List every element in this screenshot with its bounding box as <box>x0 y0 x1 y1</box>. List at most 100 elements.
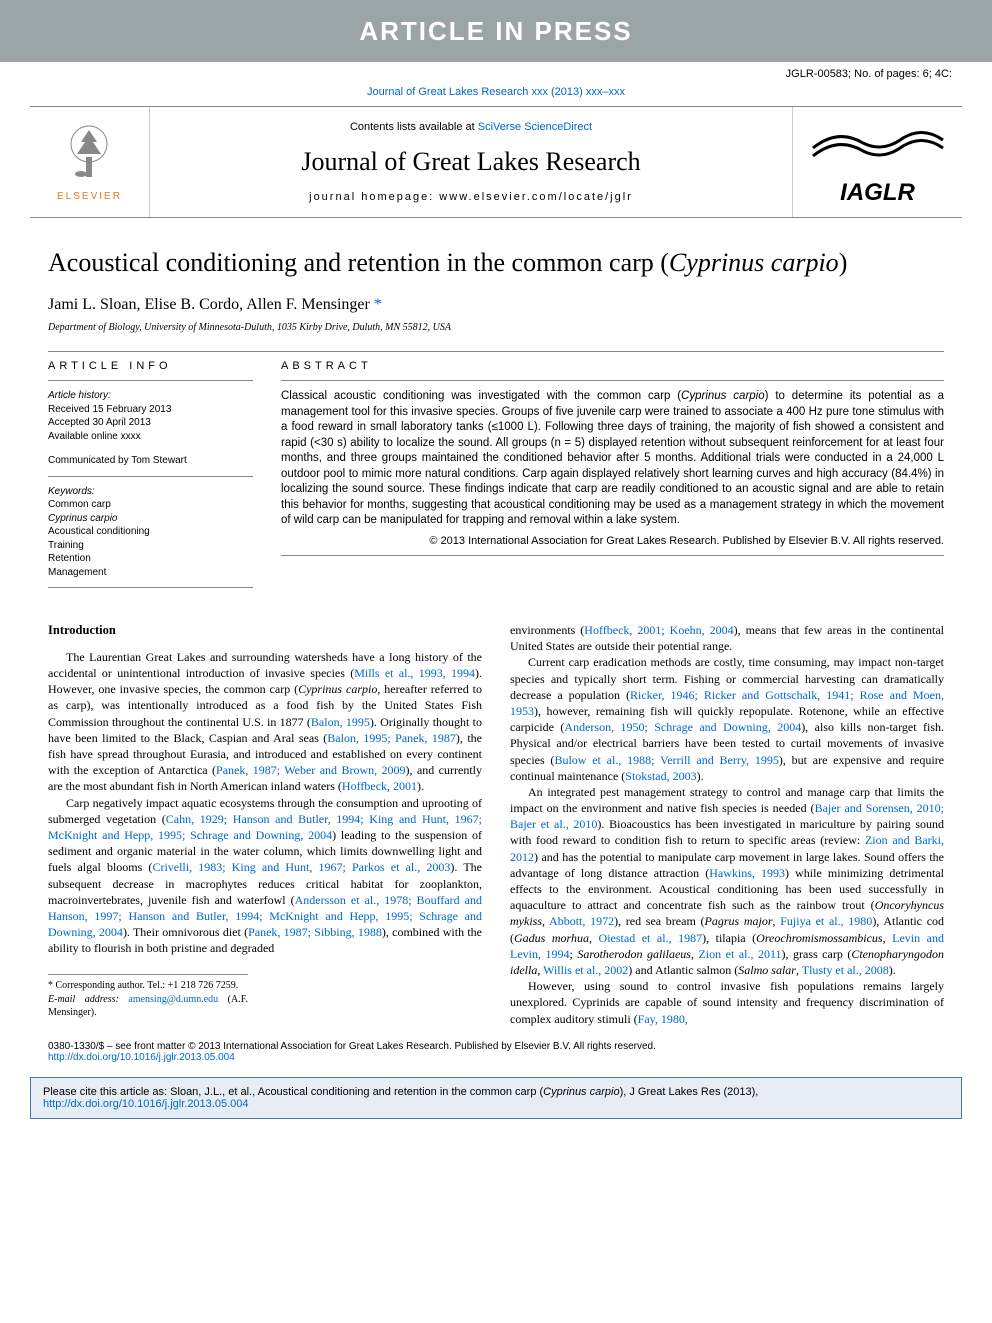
title-pre: Acoustical conditioning and retention in… <box>48 248 669 277</box>
species: Gadus morhua <box>514 931 589 945</box>
t: , <box>883 931 893 945</box>
t: ). <box>697 769 704 783</box>
citation[interactable]: Mills et al., 1993, 1994 <box>354 666 475 680</box>
article-info-head: ARTICLE INFO <box>48 360 253 372</box>
citation[interactable]: Panek, 1987; Weber and Brown, 2009 <box>216 763 406 777</box>
t: ). <box>889 963 896 977</box>
received-date: Received 15 February 2013 <box>48 403 253 417</box>
iaglr-logo-box: IAGLR <box>792 107 962 217</box>
doi-link[interactable]: http://dx.doi.org/10.1016/j.jglr.2013.05… <box>48 1052 944 1063</box>
citation[interactable]: Abbott, 1972 <box>549 914 614 928</box>
keyword: Common carp <box>48 498 253 512</box>
citation[interactable]: Balon, 1995; Panek, 1987 <box>327 731 456 745</box>
citation[interactable]: Willis et al., 2002 <box>543 963 628 977</box>
para-5: An integrated pest management strategy t… <box>510 784 944 978</box>
article-title: Acoustical conditioning and retention in… <box>48 248 944 278</box>
iaglr-wordmark: IAGLR <box>808 179 948 207</box>
body-col-right: environments (Hoffbeck, 2001; Koehn, 200… <box>510 622 944 1027</box>
citation[interactable]: Hoffbeck, 2001 <box>342 779 417 793</box>
iaglr-wave-icon <box>808 118 948 174</box>
citation[interactable]: Fujiya et al., 1980 <box>780 914 872 928</box>
t: ), red sea bream ( <box>614 914 704 928</box>
species: Salmo salar <box>738 963 796 977</box>
body-col-left: Introduction The Laurentian Great Lakes … <box>48 622 482 1027</box>
corr-email[interactable]: amensing@d.umn.edu <box>128 994 218 1005</box>
para-2: Carp negatively impact aquatic ecosystem… <box>48 795 482 957</box>
keyword: Acoustical conditioning <box>48 525 253 539</box>
journal-title: Journal of Great Lakes Research <box>160 147 782 177</box>
abstract-text: Classical acoustic conditioning was inve… <box>281 389 944 529</box>
citation[interactable]: Stokstad, 2003 <box>625 769 696 783</box>
species: Cyprinus carpio <box>298 682 377 696</box>
citation[interactable]: Fay, 1980, <box>638 1012 688 1026</box>
divider <box>48 587 253 588</box>
species: Sarotherodon galilaeus <box>577 947 691 961</box>
history-label: Article history: <box>48 389 253 403</box>
issn-line: 0380-1330/$ – see front matter © 2013 In… <box>48 1041 944 1052</box>
abs-a: Classical acoustic conditioning was inve… <box>281 390 681 402</box>
citation[interactable]: Hoffbeck, 2001; Koehn, 2004 <box>584 623 733 637</box>
citebox-b: ), J Great Lakes Res (2013), <box>620 1086 759 1098</box>
accepted-date: Accepted 30 April 2013 <box>48 416 253 430</box>
divider <box>48 380 253 381</box>
keywords-block: Keywords: Common carp Cyprinus carpio Ac… <box>48 485 253 580</box>
sciencedirect-link[interactable]: SciVerse ScienceDirect <box>478 121 592 133</box>
email-label: E-mail address: <box>48 994 128 1005</box>
citation[interactable]: Oiestad et al., 1987 <box>599 931 703 945</box>
citation[interactable]: Anderson, 1950; Schrage and Downing, 200… <box>564 720 801 734</box>
abs-b: ) to determine its potential as a manage… <box>281 390 944 526</box>
citation[interactable]: Crivelli, 1983; King and Hunt, 1967; Par… <box>152 860 450 874</box>
t: ). <box>417 779 424 793</box>
corr-tel: * Corresponding author. Tel.: +1 218 726… <box>48 979 248 993</box>
t: , <box>542 914 549 928</box>
corr-email-line: E-mail address: amensing@d.umn.edu (A.F.… <box>48 993 248 1020</box>
citebox-doi[interactable]: http://dx.doi.org/10.1016/j.jglr.2013.05… <box>43 1098 949 1110</box>
species: Pagrus major <box>704 914 772 928</box>
affiliation: Department of Biology, University of Min… <box>48 322 944 333</box>
journal-homepage: journal homepage: www.elsevier.com/locat… <box>160 191 782 203</box>
authors: Jami L. Sloan, Elise B. Cordo, Allen F. … <box>48 296 370 313</box>
divider <box>281 555 944 556</box>
corresponding-author-footer: * Corresponding author. Tel.: +1 218 726… <box>48 974 248 1020</box>
title-post: ) <box>839 248 848 277</box>
divider <box>281 380 944 381</box>
keyword: Retention <box>48 552 253 566</box>
t: ), grass carp ( <box>782 947 852 961</box>
citebox-a: Please cite this article as: Sloan, J.L.… <box>43 1086 543 1098</box>
citation[interactable]: Panek, 1987; Sibbing, 1988 <box>248 925 382 939</box>
t: ). Their omnivorous diet ( <box>123 925 248 939</box>
para-1: The Laurentian Great Lakes and surroundi… <box>48 649 482 795</box>
title-species: Cyprinus carpio <box>669 248 839 277</box>
para-4: Current carp eradication methods are cos… <box>510 654 944 784</box>
keyword: Management <box>48 566 253 580</box>
citation[interactable]: Bulow et al., 1988; Verrill and Berry, 1… <box>554 753 778 767</box>
document-id: JGLR-00583; No. of pages: 6; 4C: <box>0 62 992 82</box>
divider <box>48 351 944 352</box>
article-info-column: ARTICLE INFO Article history: Received 1… <box>48 360 253 596</box>
keyword: Training <box>48 539 253 553</box>
body-columns: Introduction The Laurentian Great Lakes … <box>48 622 944 1027</box>
abstract-head: ABSTRACT <box>281 360 944 372</box>
t: , <box>589 931 599 945</box>
citation[interactable]: Balon, 1995 <box>311 715 370 729</box>
citation[interactable]: Hawkins, 1993 <box>709 866 785 880</box>
corresponding-symbol: * <box>374 296 382 313</box>
abstract-column: ABSTRACT Classical acoustic conditioning… <box>281 360 944 596</box>
keyword-species: Cyprinus carpio <box>48 512 253 526</box>
t: ) and Atlantic salmon ( <box>628 963 738 977</box>
online-date: Available online xxxx <box>48 430 253 444</box>
t: ), tilapia ( <box>702 931 756 945</box>
t: However, using sound to control invasive… <box>510 979 944 1025</box>
elsevier-wordmark: ELSEVIER <box>57 191 122 202</box>
banner-text: ARTICLE IN PRESS <box>359 16 632 47</box>
keywords-label: Keywords: <box>48 485 253 499</box>
article-in-press-banner: ARTICLE IN PRESS <box>0 0 992 62</box>
abstract-copyright: © 2013 International Association for Gre… <box>281 535 944 547</box>
citation[interactable]: Zion et al., 2011 <box>698 947 781 961</box>
t: environments ( <box>510 623 584 637</box>
elsevier-logo-box: ELSEVIER <box>30 107 150 217</box>
abs-species: Cyprinus carpio <box>681 390 765 402</box>
para-6: However, using sound to control invasive… <box>510 978 944 1027</box>
citation[interactable]: Tlusty et al., 2008 <box>802 963 889 977</box>
authors-line: Jami L. Sloan, Elise B. Cordo, Allen F. … <box>48 296 944 314</box>
